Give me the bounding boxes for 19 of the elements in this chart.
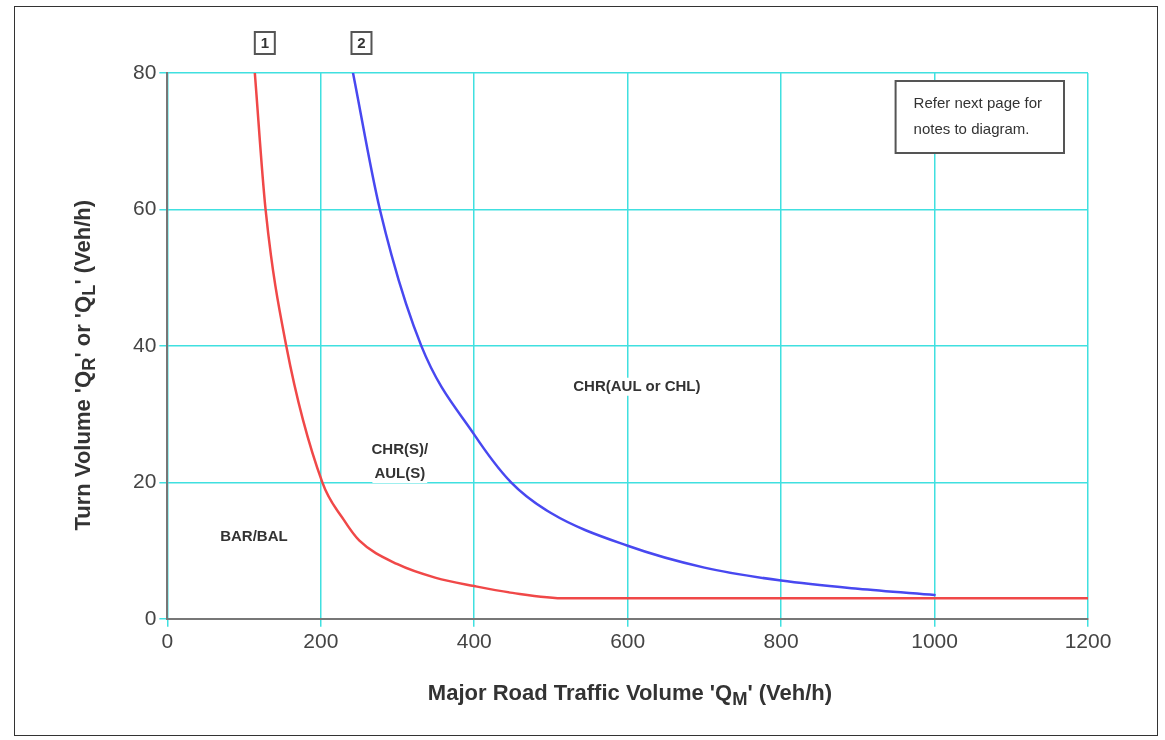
x-tick-label: 1200 bbox=[1064, 629, 1112, 653]
text: 2 bbox=[357, 34, 366, 52]
x-tick-label: 200 bbox=[303, 629, 339, 653]
y-tick-label: 80 bbox=[133, 59, 157, 83]
x-tick-label: 1000 bbox=[911, 629, 958, 653]
x-axis-title: Major Road Traffic Volume 'Q$_{M}$' (Veh/h) bbox=[426, 680, 834, 711]
x-tick-label: 600 bbox=[610, 629, 646, 653]
annotation: BAR/BAL bbox=[220, 527, 288, 545]
text: 1 bbox=[260, 34, 269, 52]
annotation: Refer next page for notes to diagram. bbox=[913, 94, 1043, 138]
y-tick-label: 0 bbox=[144, 605, 157, 629]
y-tick-label: 20 bbox=[133, 469, 157, 493]
x-tick-label: 400 bbox=[456, 629, 492, 653]
x-tick-label: 800 bbox=[763, 629, 799, 653]
y-tick-label: 60 bbox=[133, 196, 157, 220]
annotation: CHR(S)/ AUL(S) bbox=[371, 440, 429, 482]
y-tick-label: 40 bbox=[133, 332, 157, 356]
annotation: CHR(AUL or CHL) bbox=[573, 376, 701, 394]
x-tick-label: 0 bbox=[161, 629, 174, 653]
